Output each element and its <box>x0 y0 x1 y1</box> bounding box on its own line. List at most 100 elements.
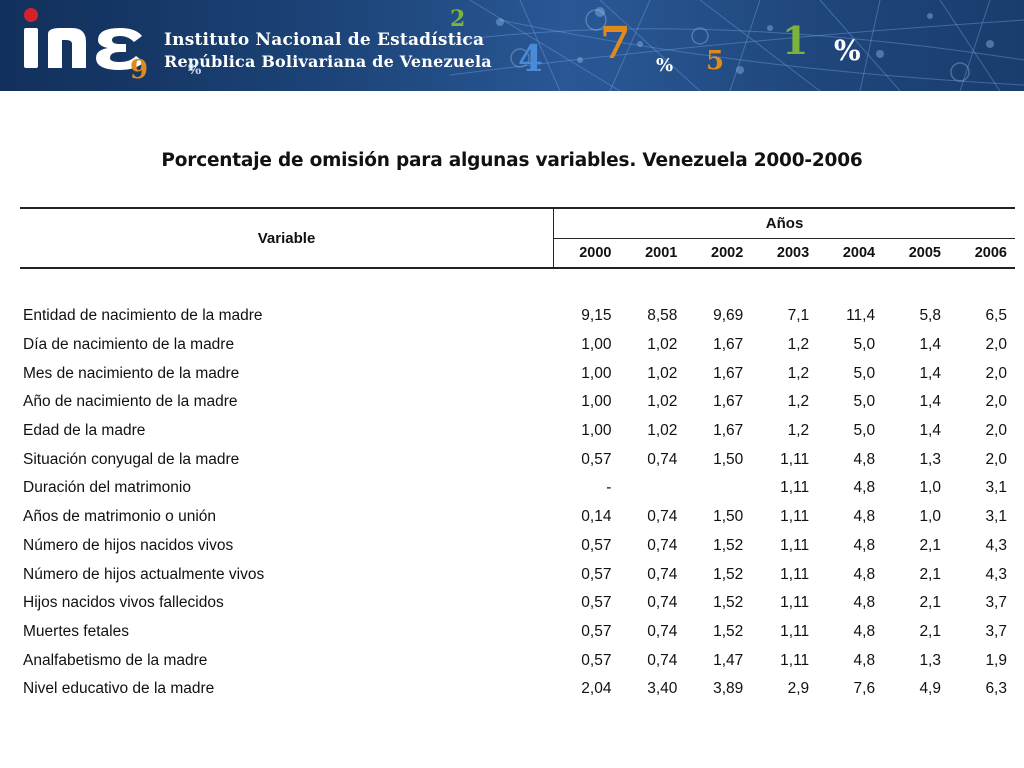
table-cell-value: 0,74 <box>647 651 678 669</box>
table-cell-value: 1,2 <box>787 336 810 354</box>
table-cell-value: 2,0 <box>985 336 1007 354</box>
table-cell-value: 0,57 <box>581 651 612 669</box>
column-header-variable: Variable <box>20 207 555 269</box>
table-cell-value: 4,8 <box>853 651 876 669</box>
table-row: Hijos nacidos vivos fallecidos 0,57 0,74 1,… <box>20 589 1015 618</box>
table-cell-value: 0,74 <box>647 565 678 583</box>
table-cell-value: 2,0 <box>985 450 1007 468</box>
row-variable-label: Número de hijos nacidos vivos <box>23 536 234 554</box>
table-cell-value: 1,2 <box>787 422 810 440</box>
table-row: Nivel educativo de la madre 2,04 3,40 3,89 2… <box>20 675 1015 704</box>
table-cell-value: 2,1 <box>919 622 941 640</box>
row-variable-label: Situación conyugal de la madre <box>23 450 240 468</box>
banner-background <box>0 0 1024 91</box>
omission-table: Variable Años 2000 2001 2002 2003 2004 2005 20… <box>20 207 1015 704</box>
table-cell-value: 1,52 <box>713 594 744 612</box>
table-cell-value: 1,52 <box>713 622 744 640</box>
table-cell-value: 1,11 <box>780 508 810 526</box>
table-cell-value: 11,4 <box>846 307 876 325</box>
table-cell-value: 4,8 <box>853 536 876 554</box>
table-cell-value: 0,74 <box>647 536 678 554</box>
column-header-year: 2005 <box>883 238 949 270</box>
table-cell-value: 4,8 <box>853 622 876 640</box>
table-cell-value: 6,3 <box>985 680 1007 698</box>
column-header-years: Años <box>553 207 1015 240</box>
decor-digit-icon: 4 <box>518 38 544 80</box>
decor-digit-icon: 2 <box>450 6 466 32</box>
table-cell-value: 3,89 <box>713 680 744 698</box>
table-cell-value: 7,6 <box>853 680 876 698</box>
table-row: Mes de nacimiento de la madre 1,00 1,02 1,6… <box>20 359 1015 388</box>
table-cell-value: 4,9 <box>919 680 941 698</box>
row-variable-label: Mes de nacimiento de la madre <box>23 364 240 382</box>
row-variable-label: Edad de la madre <box>23 422 146 440</box>
table-cell-value: 4,8 <box>853 508 876 526</box>
header-banner: 9 Instituto Nacional de Estadística Repú… <box>0 0 1024 91</box>
institution-name: Instituto Nacional de Estadística <box>164 30 485 50</box>
table-body: Entidad de nacimiento de la madre 9,15 8,5… <box>20 268 1015 704</box>
table-cell-value: 1,67 <box>713 364 744 382</box>
table-cell-value: 1,4 <box>919 422 941 440</box>
table-cell-value: 0,14 <box>581 508 612 526</box>
table-cell-value: 5,8 <box>919 307 941 325</box>
table-cell-value: 3,1 <box>985 479 1007 497</box>
table-cell-value: 3,7 <box>985 622 1007 640</box>
table-cell-value: 1,67 <box>713 336 744 354</box>
table-cell-value: 1,11 <box>780 565 810 583</box>
decor-percent-icon: % <box>834 34 861 67</box>
table-cell-value: 2,1 <box>919 565 941 583</box>
ine-logo-icon: 9 <box>24 8 148 84</box>
table-row: Entidad de nacimiento de la madre 9,15 8,5… <box>20 302 1015 331</box>
table-cell-value: 0,57 <box>581 622 612 640</box>
table-cell-value: 1,0 <box>919 508 941 526</box>
table-cell-value: - <box>606 479 612 497</box>
table-cell-value <box>619 474 685 503</box>
table-cell-value: 1,00 <box>581 364 612 382</box>
table-cell-value: 1,11 <box>780 450 810 468</box>
table-cell-value: 4,8 <box>853 565 876 583</box>
table-cell-value: 0,57 <box>581 594 612 612</box>
table-header-row: Variable Años <box>20 207 1015 269</box>
table-cell-value: 1,11 <box>780 536 810 554</box>
year-header-row: 2000 2001 2002 2003 2004 2005 2006 <box>20 238 1015 270</box>
table-cell-value: 1,9 <box>985 651 1007 669</box>
table-cell-value: 1,3 <box>919 651 941 669</box>
row-variable-label: Hijos nacidos vivos fallecidos <box>23 594 224 612</box>
table-cell-value: 1,67 <box>713 393 744 411</box>
decor-digit-icon: 7 <box>600 18 631 69</box>
column-header-year: 2002 <box>685 238 752 270</box>
table-cell-value: 2,04 <box>581 680 612 698</box>
column-header-year: 2003 <box>751 238 818 270</box>
table-cell-value: 2,0 <box>985 393 1007 411</box>
table-cell-value: 1,11 <box>780 622 810 640</box>
table-cell-value: 8,58 <box>647 307 678 325</box>
table-cell-value: 5,0 <box>853 364 876 382</box>
row-variable-label: Analfabetismo de la madre <box>23 651 208 669</box>
table-cell-value: 5,0 <box>853 393 876 411</box>
row-variable-label: Años de matrimonio o unión <box>23 508 217 526</box>
table-cell-value: 0,74 <box>647 450 678 468</box>
decor-digit-icon: 1 <box>782 18 809 63</box>
table-row: Años de matrimonio o unión 0,14 0,74 1,50 1,… <box>20 503 1015 532</box>
decor-percent-icon: % <box>656 55 674 76</box>
table-cell-value: 4,3 <box>985 565 1007 583</box>
table-row: Muertes fetales 0,57 0,74 1,52 1,11 4,8 2,1 3,7 <box>20 618 1015 647</box>
table-row: Edad de la madre 1,00 1,02 1,67 1,2 5,0 1,4 2,0 <box>20 417 1015 446</box>
table-cell-value: 6,5 <box>985 307 1007 325</box>
table-row: Duración del matrimonio - 1,11 4,8 1,0 3,1 <box>20 474 1015 503</box>
decor-percent-icon: % <box>188 62 202 78</box>
table-cell-value <box>685 474 751 503</box>
table-cell-value: 1,11 <box>780 479 810 497</box>
table-cell-value: 0,57 <box>581 450 612 468</box>
table-cell-value: 1,02 <box>647 422 678 440</box>
row-variable-label: Entidad de nacimiento de la madre <box>23 307 263 325</box>
table-cell-value: 9,15 <box>581 307 612 325</box>
table-row: Año de nacimiento de la madre 1,00 1,02 1,6… <box>20 388 1015 417</box>
table-cell-value: 2,0 <box>985 364 1007 382</box>
table-cell-value: 1,67 <box>713 422 744 440</box>
table-cell-value: 2,1 <box>919 594 941 612</box>
table-cell-value: 5,0 <box>853 422 876 440</box>
table-cell-value: 7,1 <box>787 307 810 325</box>
table-row: Analfabetismo de la madre 0,57 0,74 1,47 1,1… <box>20 646 1015 675</box>
